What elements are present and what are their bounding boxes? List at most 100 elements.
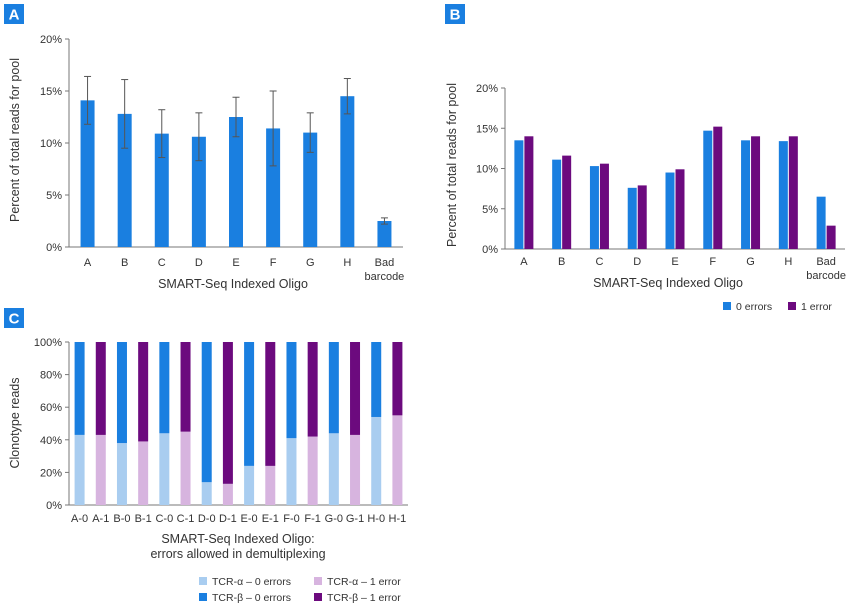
x-tick-label: barcode bbox=[365, 271, 405, 283]
bar-b-0-tcr-beta bbox=[116, 342, 127, 444]
x-tick-label: D bbox=[633, 256, 641, 268]
bar-c-0-errors bbox=[589, 166, 599, 249]
panel-c-x-axis-label: SMART-Seq Indexed Oligo: bbox=[161, 532, 314, 546]
x-tick-label: G-1 bbox=[346, 513, 364, 525]
bar-c-1-error bbox=[599, 163, 609, 249]
bar-f-1-tcr-alpha bbox=[307, 436, 318, 505]
x-tick-label: G-0 bbox=[325, 513, 343, 525]
panel-b-legend: 0 errors 1 error bbox=[723, 301, 832, 313]
x-tick-label: E bbox=[671, 256, 678, 268]
bar-e bbox=[229, 117, 243, 247]
x-tick-label: barcode bbox=[806, 270, 846, 282]
panel-a-badge bbox=[4, 4, 24, 24]
bar-c bbox=[154, 133, 169, 247]
x-tick-label: A-1 bbox=[92, 513, 109, 525]
x-tick-label: D-1 bbox=[219, 513, 237, 525]
panel-c-y-axis-label: Clonotype reads bbox=[8, 377, 22, 468]
bar-e-0-errors bbox=[665, 172, 675, 249]
panel-b: B A B C D E F G H Bad barcode 0% 5% 10% 15% 20% SMART… bbox=[445, 4, 846, 313]
x-tick-label: H-1 bbox=[389, 513, 407, 525]
bar-g-1-tcr-beta bbox=[350, 342, 361, 435]
y-tick-label: 15% bbox=[476, 123, 498, 135]
bar-g-0-tcr-beta bbox=[328, 342, 339, 434]
bar-e-0-tcr-beta bbox=[244, 342, 255, 466]
bar-c-0-tcr-beta bbox=[159, 342, 170, 434]
x-tick-label: C bbox=[595, 256, 603, 268]
bar-a-1-error bbox=[524, 136, 534, 249]
bar-b-1-tcr-alpha bbox=[138, 441, 149, 505]
legend-swatch-tcrb-1 bbox=[314, 593, 322, 601]
bar-a-0-errors bbox=[514, 140, 524, 249]
x-tick-label: H bbox=[784, 256, 792, 268]
x-tick-label: B-0 bbox=[113, 513, 130, 525]
bar-h bbox=[340, 96, 355, 247]
x-tick-label: F-1 bbox=[304, 513, 321, 525]
bar-h-1-error bbox=[788, 136, 798, 249]
y-tick-label: 0% bbox=[482, 244, 498, 256]
legend-swatch-tcrb-0 bbox=[199, 593, 207, 601]
bar-d-1-tcr-alpha bbox=[222, 483, 233, 505]
panel-b-y-axis-label: Percent of total reads for pool bbox=[445, 83, 459, 247]
panel-a-x-axis-label: SMART-Seq Indexed Oligo bbox=[158, 277, 308, 291]
bar-c-1-tcr-beta bbox=[180, 342, 191, 432]
x-tick-label: C-0 bbox=[155, 513, 173, 525]
bar-b-1-tcr-beta bbox=[138, 342, 149, 442]
bar-d-1-error bbox=[637, 185, 647, 249]
x-tick-label: C-1 bbox=[177, 513, 195, 525]
panel-c-legend: TCR-α – 0 errors TCR-α – 1 error TCR-β –… bbox=[199, 576, 401, 604]
y-tick-label: 10% bbox=[40, 138, 62, 150]
bar-bad-barcode bbox=[377, 221, 392, 247]
y-tick-label: 0% bbox=[46, 242, 62, 254]
x-tick-label: A bbox=[84, 257, 92, 269]
legend-swatch-0-errors bbox=[723, 302, 731, 310]
bar-bad-barcode-0-errors bbox=[816, 196, 826, 249]
y-tick-label: 100% bbox=[34, 337, 62, 349]
legend-label-1-error: 1 error bbox=[801, 301, 832, 313]
x-tick-label: E-0 bbox=[241, 513, 258, 525]
bar-d bbox=[191, 136, 206, 247]
bar-a-1-tcr-alpha bbox=[95, 434, 106, 505]
bar-h-0-errors bbox=[778, 141, 788, 249]
bar-e-1-tcr-alpha bbox=[265, 465, 276, 505]
legend-swatch-tcra-1 bbox=[314, 577, 322, 585]
legend-label-tcra-0: TCR-α – 0 errors bbox=[212, 576, 291, 588]
bar-g bbox=[303, 132, 318, 247]
bar-d-1-tcr-beta bbox=[222, 342, 233, 484]
y-tick-label: 40% bbox=[40, 435, 62, 447]
bar-g-0-tcr-alpha bbox=[328, 433, 339, 505]
x-tick-label: D-0 bbox=[198, 513, 216, 525]
bar-d-0-tcr-beta bbox=[201, 342, 212, 483]
panel-c-x-axis-label-line2: errors allowed in demultiplexing bbox=[150, 547, 325, 561]
bar-a-0-tcr-alpha bbox=[74, 434, 85, 505]
legend-swatch-tcra-0 bbox=[199, 577, 207, 585]
x-tick-label: H bbox=[343, 257, 351, 269]
bar-f-1-error bbox=[713, 126, 723, 249]
legend-swatch-1-error bbox=[788, 302, 796, 310]
panel-c-badge bbox=[4, 308, 24, 328]
panel-c-letter: C bbox=[9, 311, 20, 328]
x-tick-label: B-1 bbox=[135, 513, 152, 525]
bar-b-1-error bbox=[562, 155, 572, 249]
bar-a-0-tcr-beta bbox=[74, 342, 85, 435]
bar-h-1-tcr-beta bbox=[392, 342, 403, 416]
x-tick-label: A-0 bbox=[71, 513, 88, 525]
x-tick-label: F-0 bbox=[283, 513, 300, 525]
x-tick-label: F bbox=[709, 256, 716, 268]
y-tick-label: 0% bbox=[46, 500, 62, 512]
bar-bad-barcode-1-error bbox=[826, 225, 836, 249]
legend-label-tcrb-0: TCR-β – 0 errors bbox=[212, 592, 291, 604]
bar-c-0-tcr-alpha bbox=[159, 433, 170, 505]
bar-h-0-tcr-beta bbox=[371, 342, 382, 417]
x-tick-label: B bbox=[121, 257, 128, 269]
bar-b-0-tcr-alpha bbox=[116, 443, 127, 505]
legend-label-tcra-1: TCR-α – 1 error bbox=[327, 576, 401, 588]
x-tick-label: Bad bbox=[375, 257, 395, 269]
bar-f-1-tcr-beta bbox=[307, 342, 318, 437]
bar-f-0-errors bbox=[703, 130, 713, 249]
x-tick-label: E bbox=[232, 257, 239, 269]
bar-f bbox=[266, 128, 281, 247]
bar-e-1-error bbox=[675, 169, 685, 249]
y-tick-label: 20% bbox=[40, 34, 62, 46]
bar-g-1-error bbox=[751, 136, 761, 249]
